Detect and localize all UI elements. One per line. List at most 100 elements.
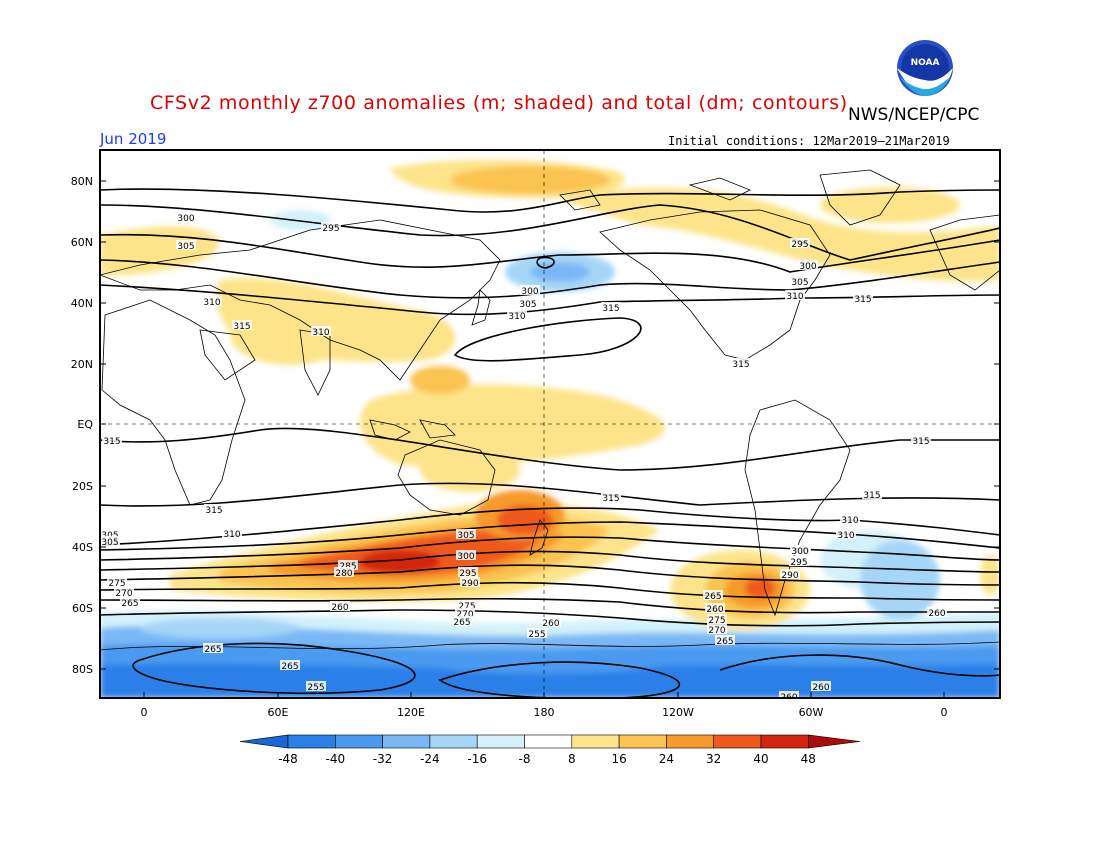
contour-label: 260 xyxy=(330,601,350,613)
contour-label: 275 xyxy=(457,600,477,612)
contour-label: 305 xyxy=(456,529,476,541)
svg-text:305: 305 xyxy=(457,531,474,541)
svg-text:260: 260 xyxy=(331,603,348,613)
svg-text:300: 300 xyxy=(177,214,194,224)
colorbar-label: -8 xyxy=(519,752,531,766)
contour-label: 315 xyxy=(601,492,621,504)
svg-text:300: 300 xyxy=(457,552,474,562)
contour-label: 310 xyxy=(311,326,331,338)
svg-text:265: 265 xyxy=(281,662,298,672)
map-panel: 3002953053103153103003053103152953003053… xyxy=(100,150,1000,703)
colorbar-label: -48 xyxy=(278,752,298,766)
contour-label: 295 xyxy=(458,567,478,579)
contour-label: 260 xyxy=(705,603,725,615)
month-label: Jun 2019 xyxy=(99,130,166,148)
contour-label: 270 xyxy=(707,624,727,636)
coastlines xyxy=(100,169,1000,651)
colorbar-segment xyxy=(618,734,667,749)
svg-text:265: 265 xyxy=(453,618,470,628)
contour-label: 265 xyxy=(120,597,140,609)
colorbar-segment xyxy=(382,734,431,749)
colorbar-right-arrow xyxy=(807,734,861,749)
svg-text:315: 315 xyxy=(912,437,929,447)
svg-text:310: 310 xyxy=(203,298,220,308)
svg-text:315: 315 xyxy=(103,437,120,447)
svg-text:290: 290 xyxy=(461,579,478,589)
colorbar-label: -16 xyxy=(467,752,487,766)
svg-text:310: 310 xyxy=(786,292,803,302)
contour-label: 265 xyxy=(452,616,472,628)
colorbar-label: -40 xyxy=(325,752,345,766)
lat-tick-label: 80N xyxy=(71,175,93,188)
colorbar-segment xyxy=(760,734,809,749)
contour-label: 300 xyxy=(790,545,810,557)
lon-tick-label: 120E xyxy=(397,706,425,719)
contour-label: 290 xyxy=(460,577,480,589)
svg-text:305: 305 xyxy=(519,300,536,310)
svg-text:315: 315 xyxy=(854,295,871,305)
contour-label: 310 xyxy=(785,290,805,302)
colorbar: -48 -40 -32 -24 -16 -8 8 16 24 32 40 48 xyxy=(239,734,861,766)
contour-labels: 3002953053103153103003053103152953003053… xyxy=(100,212,947,703)
contour-label: 260 xyxy=(811,681,831,693)
svg-text:295: 295 xyxy=(459,569,476,579)
svg-text:305: 305 xyxy=(177,242,194,252)
svg-text:300: 300 xyxy=(799,262,816,272)
svg-text:310: 310 xyxy=(508,312,525,322)
contour-label: 260 xyxy=(779,691,799,703)
height-contours xyxy=(100,188,1000,698)
contour-label: 300 xyxy=(798,260,818,272)
colorbar-segment xyxy=(713,734,762,749)
svg-text:310: 310 xyxy=(312,328,329,338)
svg-text:315: 315 xyxy=(602,304,619,314)
svg-text:295: 295 xyxy=(790,558,807,568)
contour-label: 310 xyxy=(222,528,242,540)
lat-tick-label: 40N xyxy=(71,297,93,310)
svg-text:270: 270 xyxy=(708,626,725,636)
lat-tick-label: 20N xyxy=(71,358,93,371)
colorbar-segment xyxy=(524,734,573,749)
lat-tick-label: 80S xyxy=(72,663,93,676)
svg-text:275: 275 xyxy=(458,602,475,612)
lon-tick-label: 120W xyxy=(662,706,694,719)
lon-tick-label: 60E xyxy=(268,706,289,719)
contour-label: 265 xyxy=(703,590,723,602)
contour-label: 300 xyxy=(520,285,540,297)
contour-label: 270 xyxy=(455,608,475,620)
contour-label: 315 xyxy=(102,435,122,447)
contour-label: 310 xyxy=(836,529,856,541)
colorbar-left-arrow xyxy=(239,734,289,749)
initial-conditions: Initial conditions: 12Mar2019–21Mar2019 xyxy=(668,134,950,148)
svg-text:260: 260 xyxy=(706,605,723,615)
colorbar-segment xyxy=(571,734,620,749)
lat-tick-label: 40S xyxy=(72,541,93,554)
contour-label: 265 xyxy=(715,635,735,647)
contour-label: 305 xyxy=(518,298,538,310)
contour-label: 295 xyxy=(789,556,809,568)
lon-tick-label: 0 xyxy=(141,706,148,719)
svg-text:260: 260 xyxy=(780,693,797,703)
colorbar-segment xyxy=(476,734,525,749)
contour-label: 270 xyxy=(114,587,134,599)
svg-text:255: 255 xyxy=(528,630,545,640)
contour-label: 300 xyxy=(176,212,196,224)
lon-tick-label: 180 xyxy=(534,706,555,719)
svg-text:255: 255 xyxy=(307,683,324,693)
colorbar-segment xyxy=(334,734,383,749)
lat-axis: 80N 60N 40N 20N EQ 20S 40S 60S 80S xyxy=(71,175,1000,676)
colorbar-label: 8 xyxy=(568,752,576,766)
svg-text:295: 295 xyxy=(791,240,808,250)
contour-label: 315 xyxy=(911,435,931,447)
contour-label: 275 xyxy=(107,577,127,589)
colorbar-segment xyxy=(287,734,336,749)
lat-tick-label: 60N xyxy=(71,236,93,249)
lon-tick-label: 60W xyxy=(799,706,824,719)
svg-text:300: 300 xyxy=(791,547,808,557)
svg-text:280: 280 xyxy=(335,569,352,579)
svg-text:260: 260 xyxy=(812,683,829,693)
contour-label: 315 xyxy=(232,320,252,332)
svg-text:295: 295 xyxy=(322,224,339,234)
contour-label: 265 xyxy=(280,660,300,672)
colorbar-label: 16 xyxy=(611,752,626,766)
